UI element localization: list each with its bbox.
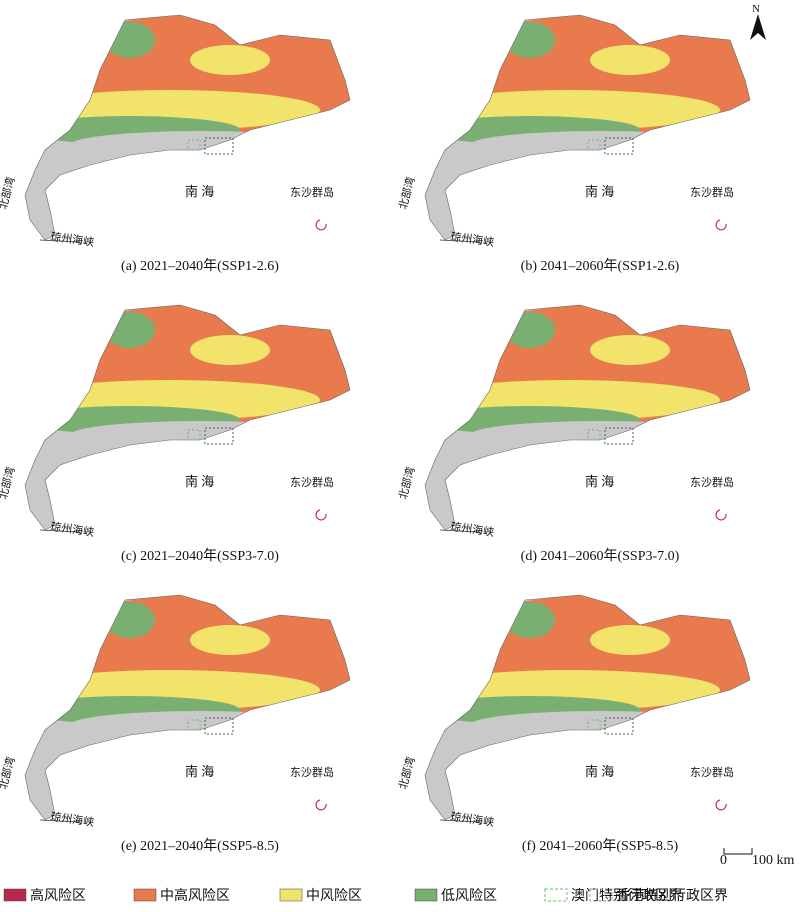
scale-dist: 100 km [752,853,795,868]
map [400,580,800,840]
map [0,290,400,550]
legend-swatch [3,888,27,902]
islands-label: 东沙群岛 [290,475,334,489]
islands-label: 东沙群岛 [690,185,734,199]
islands-label: 东沙群岛 [690,765,734,779]
legend-label: 香港特别行政区界 [616,888,728,904]
caption: (f) 2041–2060年(SSP5-8.5) [522,838,679,854]
strait-label: 琼州海峡 [450,519,496,539]
sea-label: 南 海 [585,184,614,199]
gulf-label: 北部湾 [0,755,17,790]
sea-label: 南 海 [585,474,614,489]
strait-label: 琼州海峡 [450,809,496,829]
sea-label: 南 海 [185,764,214,779]
legend-swatch [279,888,303,902]
gulf-label: 北部湾 [0,465,17,500]
strait-label: 琼州海峡 [450,229,496,249]
islands-label: 东沙群岛 [290,765,334,779]
gulf-label: 北部湾 [395,175,417,210]
legend-label: 低风险区 [441,888,497,904]
map [400,290,800,550]
north-label: N [752,3,760,15]
legend-label: 高风险区 [30,887,86,904]
caption: (a) 2021–2040年(SSP1-2.6) [121,258,279,274]
islands-label: 东沙群岛 [690,475,734,489]
sea-label: 南 海 [185,474,214,489]
sea-label: 南 海 [585,764,614,779]
caption: (d) 2041–2060年(SSP3-7.0) [521,548,680,564]
caption: (b) 2041–2060年(SSP1-2.6) [521,258,680,274]
legend-label: 中高风险区 [160,887,230,904]
legend-swatch [589,888,613,902]
scale-bar [723,848,753,855]
legend-label: 澳门特别行政区界 [571,888,683,904]
scale-zero: 0 [720,853,727,868]
legend-swatch [133,888,157,902]
sea-label: 南 海 [185,184,214,199]
caption: (e) 2021–2040年(SSP5-8.5) [121,838,279,854]
gulf-label: 北部湾 [0,175,17,210]
caption: (c) 2021–2040年(SSP3-7.0) [121,548,279,564]
strait-label: 琼州海峡 [50,809,96,829]
legend-label: 中风险区 [306,888,362,904]
legend-swatch [544,888,568,902]
strait-label: 琼州海峡 [50,519,96,539]
legend-swatch [414,888,438,902]
gulf-label: 北部湾 [395,755,417,790]
gulf-label: 北部湾 [395,465,417,500]
map [400,0,800,260]
map [0,580,400,840]
north-arrow [750,14,766,40]
map [0,0,400,260]
strait-label: 琼州海峡 [50,229,96,249]
islands-label: 东沙群岛 [290,185,334,199]
